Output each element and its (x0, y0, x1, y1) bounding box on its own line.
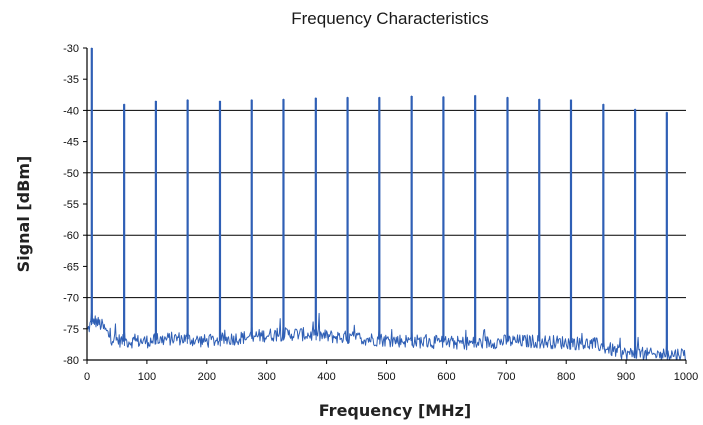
y-tick-label: -30 (63, 43, 79, 55)
y-tick-label: -75 (63, 324, 79, 336)
x-tick-label: 300 (258, 371, 276, 383)
x-tick-label: 600 (437, 371, 455, 383)
x-tick-label: 200 (198, 371, 216, 383)
grid (87, 109, 686, 299)
x-tick-label: 0 (84, 371, 90, 383)
x-tick-label: 800 (557, 371, 575, 383)
x-axis-ticks: 0 100 200 300 400 500 600 700 800 900 1000 (84, 360, 698, 383)
y-axis-label: Signal [dBm] (14, 156, 33, 273)
y-tick-label: -35 (63, 74, 79, 86)
y-tick-label: -40 (63, 105, 79, 117)
y-tick-label: -80 (63, 355, 79, 367)
x-tick-label: 700 (497, 371, 515, 383)
x-tick-label: 400 (317, 371, 335, 383)
x-tick-label: 100 (138, 371, 156, 383)
y-axis-ticks: -30 -35 -40 -45 -50 -55 -60 -65 -70 -75 -80 (63, 43, 87, 367)
y-tick-label: -50 (63, 168, 79, 180)
signal-trace (86, 47, 687, 361)
x-tick-label: 1000 (674, 371, 698, 383)
y-tick-label: -60 (63, 230, 79, 242)
y-tick-label: -70 (63, 293, 79, 305)
x-axis-label: Frequency [MHz] (319, 401, 471, 420)
y-tick-label: -65 (63, 261, 79, 273)
y-tick-label: -55 (63, 199, 79, 211)
signal-series (86, 47, 687, 361)
chart-title: Frequency Characteristics (291, 9, 488, 28)
axes (86, 48, 686, 361)
y-tick-label: -45 (63, 137, 79, 149)
x-tick-label: 500 (377, 371, 395, 383)
x-tick-label: 900 (617, 371, 635, 383)
